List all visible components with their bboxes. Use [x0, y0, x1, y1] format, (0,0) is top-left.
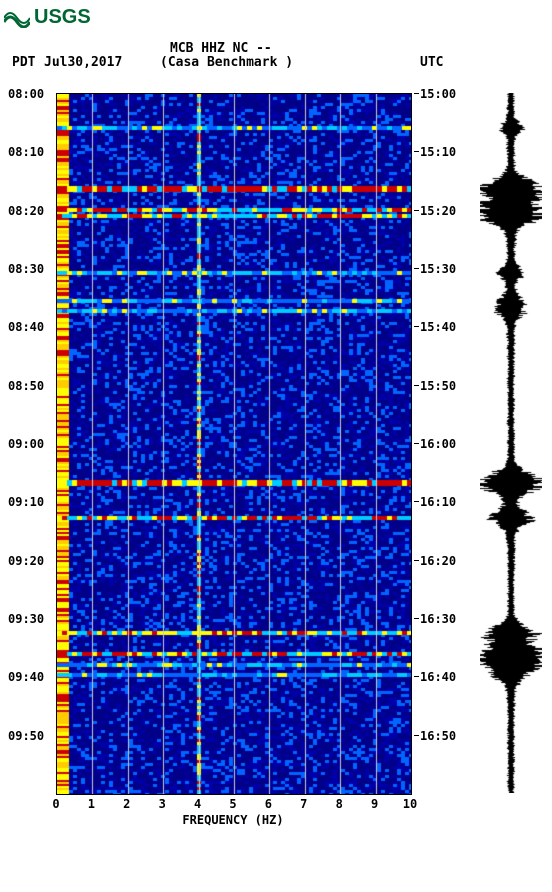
- header-site: (Casa Benchmark ): [160, 55, 293, 70]
- x-tick: 4: [194, 797, 201, 811]
- y-left-tick: 08:20: [8, 204, 44, 218]
- x-tick: 9: [371, 797, 378, 811]
- y-right-tick: 16:20: [420, 554, 456, 568]
- header-pdt: PDT: [12, 55, 35, 70]
- x-tick: 8: [336, 797, 343, 811]
- waveform: [480, 93, 542, 793]
- y-right-tick: 16:00: [420, 437, 456, 451]
- y-left-tick: 08:00: [8, 87, 44, 101]
- y-left-tick: 08:30: [8, 262, 44, 276]
- x-axis-title: FREQUENCY (HZ): [56, 813, 410, 827]
- y-left-tick: 08:10: [8, 145, 44, 159]
- x-tick: 0: [52, 797, 59, 811]
- chart-header: PDT Jul30,2017 MCB HHZ NC -- (Casa Bench…: [0, 35, 552, 83]
- x-tick: 10: [403, 797, 417, 811]
- chart-area: 08:00 08:10 08:20 08:30 08:40 08:50 09:00 09:10…: [0, 83, 552, 863]
- header-utc: UTC: [420, 55, 443, 70]
- x-tick: 5: [229, 797, 236, 811]
- y-right-tick: 16:10: [420, 495, 456, 509]
- y-left-tick: 08:50: [8, 379, 44, 393]
- usgs-wave-icon: [4, 8, 30, 28]
- y-right-tick: 15:00: [420, 87, 456, 101]
- y-left-tick: 09:40: [8, 670, 44, 684]
- y-left-tick: 09:30: [8, 612, 44, 626]
- x-tick: 1: [88, 797, 95, 811]
- y-axis-left-labels: 08:0008:1008:2008:3008:4008:5009:0009:10…: [8, 93, 52, 793]
- y-left-tick: 08:40: [8, 320, 44, 334]
- spectrogram: [56, 93, 412, 795]
- waveform-canvas: [480, 93, 542, 793]
- y-right-tick: 16:30: [420, 612, 456, 626]
- x-tick: 7: [300, 797, 307, 811]
- y-right-tick: 15:50: [420, 379, 456, 393]
- header-station: MCB HHZ NC --: [170, 41, 272, 56]
- y-right-tick: 15:30: [420, 262, 456, 276]
- y-right-tick: 15:20: [420, 204, 456, 218]
- y-left-tick: 09:20: [8, 554, 44, 568]
- x-tick: 6: [265, 797, 272, 811]
- y-right-tick: 15:10: [420, 145, 456, 159]
- usgs-logo: USGS: [0, 0, 552, 35]
- x-tick: 3: [159, 797, 166, 811]
- usgs-text: USGS: [34, 6, 91, 29]
- y-left-tick: 09:50: [8, 729, 44, 743]
- header-date: Jul30,2017: [44, 55, 122, 70]
- y-left-tick: 09:10: [8, 495, 44, 509]
- y-left-tick: 09:00: [8, 437, 44, 451]
- spectrogram-canvas: [57, 94, 411, 794]
- y-right-tick: 16:40: [420, 670, 456, 684]
- y-axis-right-labels: 15:0015:1015:2015:3015:4015:5016:0016:10…: [414, 93, 474, 793]
- x-tick: 2: [123, 797, 130, 811]
- y-right-tick: 15:40: [420, 320, 456, 334]
- y-right-tick: 16:50: [420, 729, 456, 743]
